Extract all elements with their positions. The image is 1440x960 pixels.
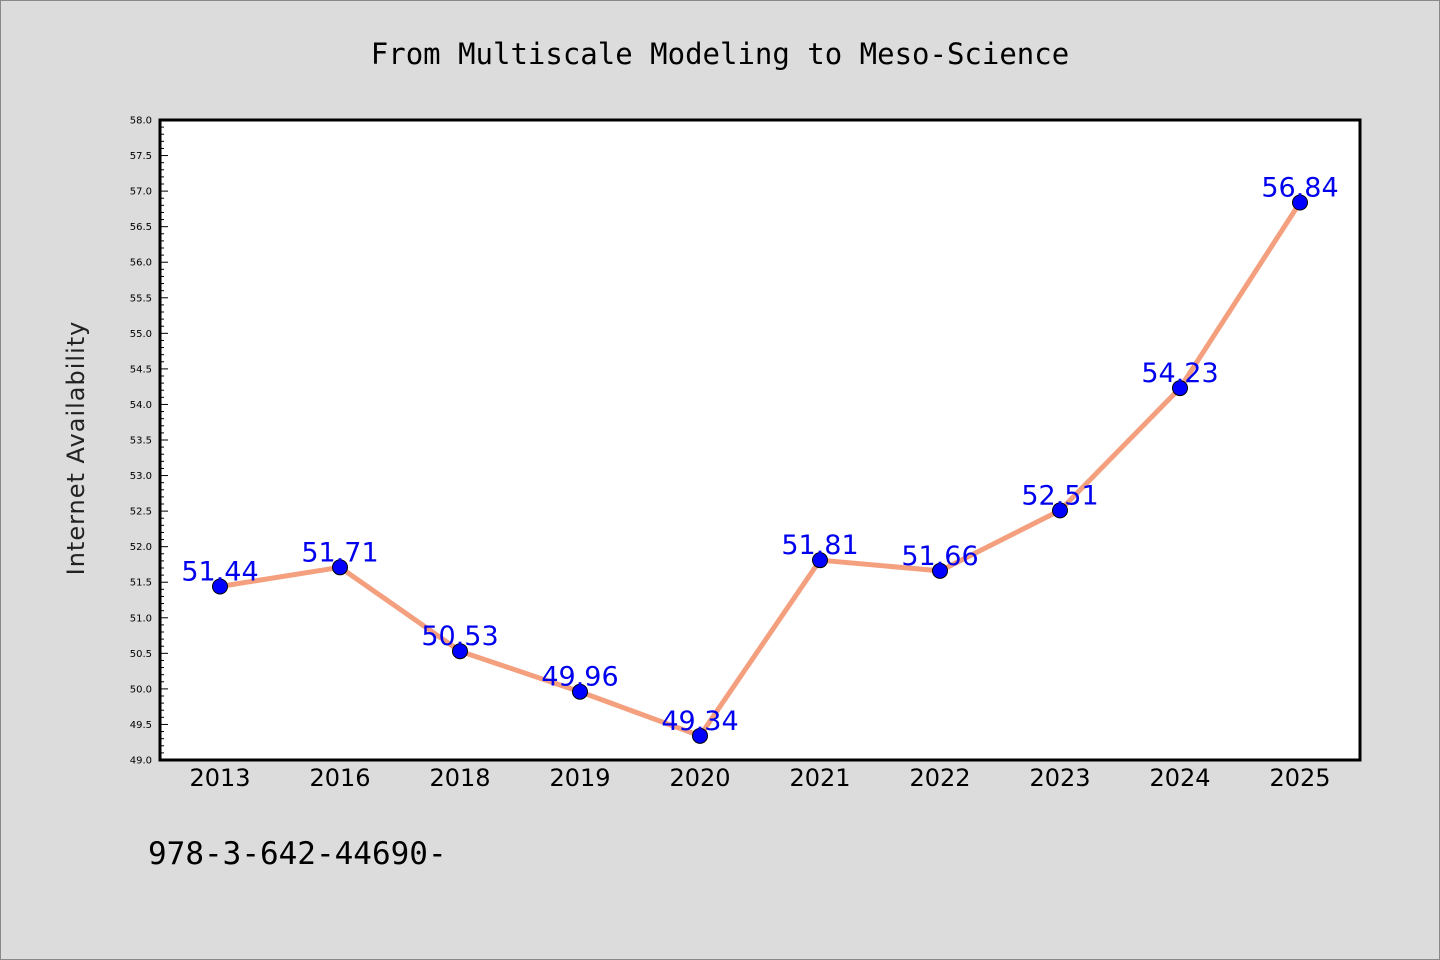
series-line-group — [217, 199, 1303, 739]
x-tick-label: 2025 — [1269, 764, 1330, 792]
y-tick-label: 49.0 — [130, 756, 152, 767]
y-tick-label: 50.0 — [130, 684, 152, 695]
series-line — [217, 199, 1303, 739]
data-point — [572, 683, 588, 700]
data-label: 52.51 — [1021, 480, 1098, 511]
y-tick-label: 51.5 — [130, 578, 152, 589]
data-label: 51.66 — [901, 541, 978, 572]
data-point — [692, 727, 708, 744]
y-tick-label: 56.0 — [130, 258, 152, 269]
data-label: 49.96 — [541, 662, 618, 693]
data-markers — [212, 194, 1308, 744]
y-tick-label: 53.5 — [130, 436, 152, 447]
data-label: 54.23 — [1141, 358, 1218, 389]
x-axis-ticks: 2013 2016 2018 2019 2020 2021 2022 2023 2024 2025 — [189, 764, 1330, 792]
plot-area — [158, 118, 1362, 762]
data-point — [1292, 194, 1308, 211]
data-label: 49.34 — [661, 706, 738, 737]
x-tick-label: 2020 — [669, 764, 730, 792]
data-point — [812, 552, 828, 569]
y-tick-label: 52.5 — [130, 507, 152, 518]
chart-title: From Multiscale Modeling to Meso-Science — [371, 37, 1069, 71]
y-tick-label: 56.5 — [130, 222, 152, 233]
x-tick-label: 2022 — [909, 764, 970, 792]
data-label: 56.84 — [1261, 172, 1338, 203]
data-point — [1172, 380, 1188, 397]
data-point — [452, 643, 468, 660]
data-label: 51.71 — [301, 537, 378, 568]
y-tick-label: 53.0 — [130, 471, 152, 482]
data-point — [1052, 502, 1068, 519]
data-labels: 51.44 51.71 50.53 49.96 49.34 51.81 51.66 52.51… — [181, 172, 1338, 736]
y-axis-label: Internet Availability — [62, 321, 90, 576]
data-label: 51.44 — [181, 556, 258, 587]
data-point — [212, 578, 228, 595]
y-tick-label: 57.5 — [130, 151, 152, 162]
footer-isbn-text: 978-3-642-44690- — [148, 836, 447, 872]
data-label: 51.81 — [781, 530, 858, 561]
data-point — [932, 562, 948, 579]
x-tick-label: 2018 — [429, 764, 490, 792]
y-tick-label: 50.5 — [130, 649, 152, 660]
y-tick-label: 54.0 — [130, 400, 152, 411]
x-tick-label: 2024 — [1149, 764, 1210, 792]
y-tick-label: 52.0 — [130, 542, 152, 553]
y-tick-label: 55.0 — [130, 329, 152, 340]
y-axis-ticks: 49.0 49.5 50.0 50.5 51.0 51.5 52.0 52.5 53.0 53.5… — [130, 116, 168, 767]
y-tick-label: 57.0 — [130, 187, 152, 198]
x-tick-label: 2013 — [189, 764, 250, 792]
data-point — [332, 559, 348, 576]
y-tick-label: 55.5 — [130, 293, 152, 304]
x-tick-label: 2023 — [1029, 764, 1090, 792]
x-tick-label: 2016 — [309, 764, 370, 792]
data-label: 50.53 — [421, 621, 498, 652]
y-tick-label: 54.5 — [130, 364, 152, 375]
x-tick-label: 2019 — [549, 764, 610, 792]
x-tick-label: 2021 — [789, 764, 850, 792]
y-tick-label: 51.0 — [130, 613, 152, 624]
y-tick-label: 49.5 — [130, 720, 152, 731]
y-tick-label: 58.0 — [130, 116, 152, 127]
